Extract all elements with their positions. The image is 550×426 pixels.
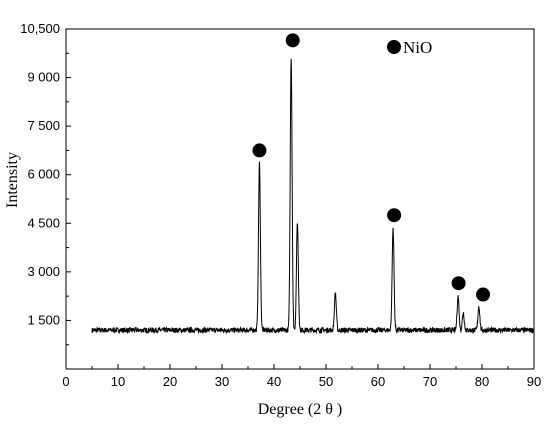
x-tick-label: 80: [475, 374, 489, 389]
y-tick-label: 7 500: [27, 118, 60, 133]
nio-peak-marker: [252, 143, 267, 158]
nio-peak-marker: [285, 33, 300, 48]
y-tick-label: 6 000: [27, 167, 60, 182]
y-tick-label: 9 000: [27, 70, 60, 85]
y-tick-label: 3 000: [27, 264, 60, 279]
x-tick-label: 20: [163, 374, 177, 389]
nio-peak-marker: [387, 208, 402, 223]
x-tick-label: 50: [319, 374, 333, 389]
legend-marker: [387, 40, 401, 54]
x-tick-label: 0: [62, 374, 69, 389]
legend: NiO: [387, 38, 432, 57]
y-axis-title: Intensity: [4, 152, 21, 208]
x-tick-label: 10: [111, 374, 125, 389]
x-tick-label: 40: [267, 374, 281, 389]
y-tick-label: 1 500: [27, 312, 60, 327]
y-axis: 1 500 3 000 4 500 6 000 7 500 9 000 10,500: [20, 21, 71, 346]
x-tick-label: 90: [527, 374, 541, 389]
y-tick-label: 4 500: [27, 215, 60, 230]
x-tick-label: 60: [371, 374, 385, 389]
series-line: [91, 58, 535, 335]
x-tick-label: 30: [215, 374, 229, 389]
nio-peak-marker: [476, 287, 491, 302]
nio-peak-marker: [451, 276, 466, 291]
legend-label: NiO: [403, 38, 432, 57]
x-tick-label: 70: [423, 374, 437, 389]
peak-markers: [252, 33, 491, 302]
x-axis: 0 10 20 30 40 50 60 70 80 90: [62, 364, 541, 389]
y-tick-label: 10,500: [20, 21, 60, 36]
x-axis-title: Degree (2 θ ): [258, 401, 343, 418]
